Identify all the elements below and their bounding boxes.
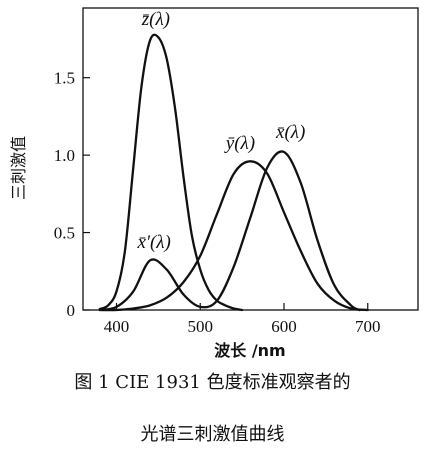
y-tick-label: 0.5 xyxy=(54,224,75,243)
y-tick-label: 1.0 xyxy=(54,146,75,165)
y-bar-curve xyxy=(98,160,369,312)
x-tick-label: 700 xyxy=(355,317,381,336)
figure-caption-line-1: 图 1 CIE 1931 色度标准观察者的 xyxy=(74,372,351,393)
plot-frame xyxy=(82,7,419,311)
y-tick-label: 0 xyxy=(67,301,76,320)
x-tick-label: 500 xyxy=(188,317,214,336)
figure-caption-line-2: 光谱三刺激值曲线 xyxy=(140,424,285,445)
curve-label: x̄(λ) xyxy=(275,122,305,143)
y-axis-ticks: 0 0.5 1.0 1.5 xyxy=(54,69,90,320)
x-axis-ticks: 400 500 600 700 xyxy=(104,303,381,336)
curve-label: ȳ(λ) xyxy=(224,133,255,154)
chart: 0 0.5 1.0 1.5 400 500 600 700 z̄(λ) ȳ(λ) x̄(λ) x̄… xyxy=(9,7,419,360)
series-labels: z̄(λ) ȳ(λ) x̄(λ) x̄'(λ) xyxy=(136,9,305,253)
curve-label: z̄(λ) xyxy=(141,9,170,30)
curves xyxy=(98,33,369,312)
x-tick-label: 600 xyxy=(271,317,297,336)
x-tick-label: 400 xyxy=(104,317,130,336)
y-axis-label: 三刺激值 xyxy=(9,136,28,200)
x-bar-curve xyxy=(98,150,361,312)
curve-label: x̄'(λ) xyxy=(136,232,170,253)
z-bar-curve xyxy=(98,33,244,312)
y-tick-label: 1.5 xyxy=(54,69,75,88)
x-axis-label: 波长 /nm xyxy=(214,341,285,360)
